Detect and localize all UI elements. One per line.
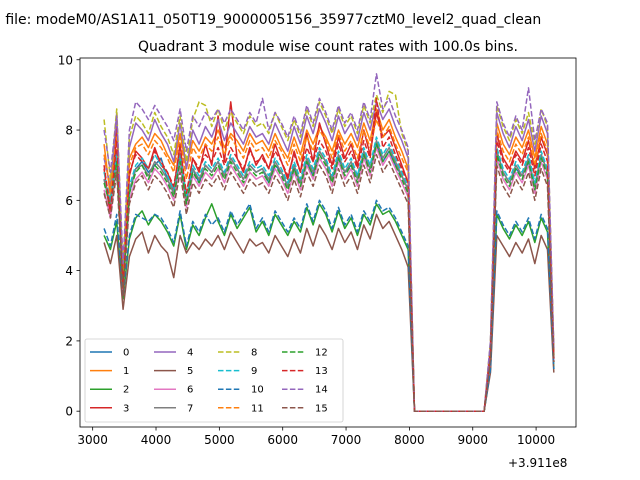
legend-label-3: 3 — [123, 403, 129, 414]
figure-suptitle: n file: modeM0/AS1A11_050T19_9000005156_… — [0, 12, 541, 28]
x-tick-label: 6000 — [267, 433, 298, 447]
x-tick-label: 5000 — [204, 433, 235, 447]
chart-title: Quadrant 3 module wise count rates with … — [138, 39, 518, 55]
legend-label-15: 15 — [315, 403, 328, 414]
x-axis-offset-label: +3.911e8 — [508, 456, 567, 470]
legend-label-12: 12 — [315, 348, 328, 359]
plot-area: 3000 4000 5000 6000 7000 8000 9000 10000 0 2 4 6 8 1… — [58, 53, 577, 447]
x-tick-label: 10000 — [517, 433, 555, 447]
y-tick-label: 4 — [65, 264, 73, 278]
legend-label-1: 1 — [123, 366, 129, 377]
legend-label-8: 8 — [251, 348, 257, 359]
legend-label-5: 5 — [187, 366, 193, 377]
y-tick-label: 6 — [65, 194, 73, 208]
x-tick-label: 9000 — [457, 433, 488, 447]
axes-frame — [79, 57, 577, 428]
y-tick-label: 10 — [58, 53, 73, 67]
series-line-10 — [103, 199, 555, 412]
legend-label-10: 10 — [251, 385, 264, 396]
legend-label-9: 9 — [251, 366, 257, 377]
y-tick-label: 8 — [65, 124, 73, 138]
legend-label-14: 14 — [315, 385, 328, 396]
y-axis: 0 2 4 6 8 10 — [58, 53, 80, 419]
legend-label-7: 7 — [187, 403, 193, 414]
x-tick-label: 4000 — [141, 433, 172, 447]
series-line-13 — [103, 97, 555, 412]
x-axis: 3000 4000 5000 6000 7000 8000 9000 10000 — [77, 427, 555, 447]
x-tick-label: 8000 — [394, 433, 425, 447]
x-tick-label: 3000 — [77, 433, 108, 447]
series-line-11 — [103, 118, 555, 412]
y-tick-label: 2 — [65, 334, 73, 348]
series-layer — [103, 73, 555, 412]
series-line-15 — [103, 153, 555, 412]
legend-label-4: 4 — [187, 348, 193, 359]
x-tick-label: 7000 — [331, 433, 362, 447]
legend-label-13: 13 — [315, 366, 328, 377]
legend-label-2: 2 — [123, 385, 129, 396]
legend-label-6: 6 — [187, 385, 193, 396]
legend-label-11: 11 — [251, 403, 264, 414]
legend-box — [84, 338, 344, 423]
legend-label-0: 0 — [123, 348, 129, 359]
series-line-14 — [103, 73, 555, 412]
y-tick-label: 0 — [65, 405, 73, 419]
